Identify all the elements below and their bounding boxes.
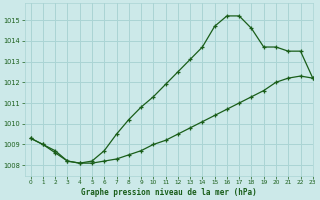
- X-axis label: Graphe pression niveau de la mer (hPa): Graphe pression niveau de la mer (hPa): [81, 188, 257, 197]
